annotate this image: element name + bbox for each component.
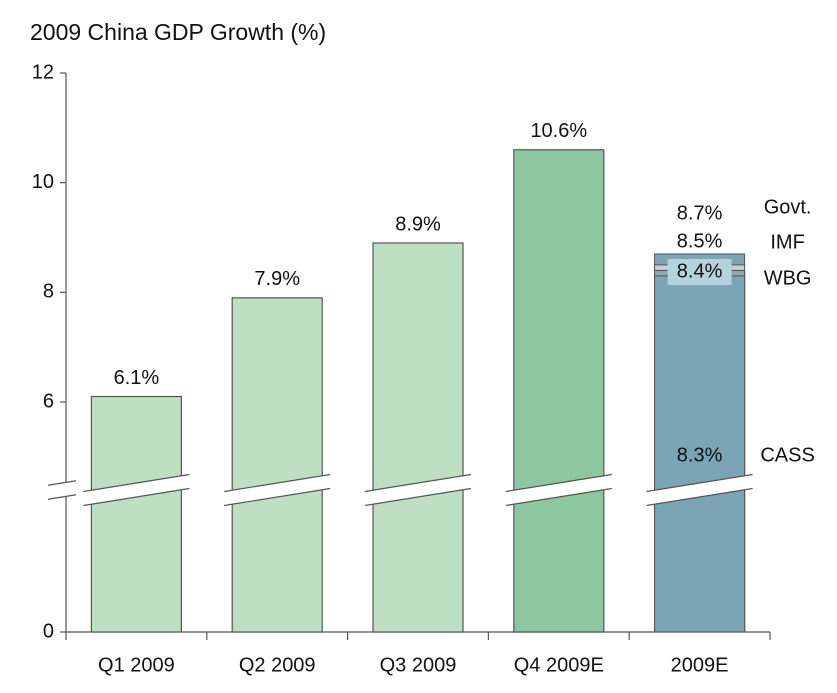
y-tick-label: 0 (43, 620, 54, 642)
axis-break-line (364, 473, 472, 493)
estimate-name: IMF (770, 231, 804, 253)
axis-break (505, 474, 612, 506)
estimate-label: 8.7% (677, 202, 723, 224)
axis-break-line (47, 480, 77, 486)
y-tick-label: 6 (43, 390, 54, 412)
bar (513, 149, 605, 633)
estimate-label: 8.4% (677, 260, 723, 282)
y-tick-label: 8 (43, 281, 54, 303)
x-tick-label: 2009E (671, 654, 729, 676)
axis-break-line (505, 473, 612, 493)
axis-break-line (47, 494, 77, 500)
axis-break-line (224, 473, 331, 493)
axis-break (646, 474, 753, 506)
axis-break-line (364, 487, 472, 507)
x-tick-label: Q2 2009 (239, 654, 316, 676)
axis-break-line (505, 487, 612, 507)
bar (231, 297, 323, 633)
label-highlight (667, 259, 732, 285)
estimate-label: 8.3% (677, 444, 723, 466)
x-tick-label: Q3 2009 (380, 654, 457, 676)
value-label: 8.9% (395, 213, 441, 235)
axis-break (365, 474, 471, 506)
axis-break-line (646, 487, 753, 507)
axis-break (224, 474, 331, 506)
estimate-name: Govt. (764, 196, 812, 218)
y-tick-label: 12 (32, 61, 54, 83)
axis-break-line (646, 473, 753, 493)
estimate-name: CASS (760, 444, 814, 466)
estimate-label: 8.5% (677, 230, 723, 252)
bar (372, 242, 464, 633)
value-label: 7.9% (254, 268, 300, 290)
value-label: 10.6% (530, 120, 587, 142)
bar (90, 395, 183, 633)
chart-title: 2009 China GDP Growth (%) (30, 19, 326, 45)
value-label: 6.1% (114, 367, 160, 389)
axis-break-line (83, 473, 190, 493)
x-tick-label: Q4 2009E (514, 654, 604, 676)
x-tick-label: Q1 2009 (98, 654, 175, 676)
axis-break (48, 480, 76, 500)
estimate-bar (654, 275, 746, 633)
y-tick-label: 10 (32, 171, 54, 193)
axis-break-line (224, 487, 331, 507)
axis-break-line (83, 487, 190, 507)
estimate-name: WBG (764, 267, 812, 289)
axis-break (83, 474, 190, 506)
